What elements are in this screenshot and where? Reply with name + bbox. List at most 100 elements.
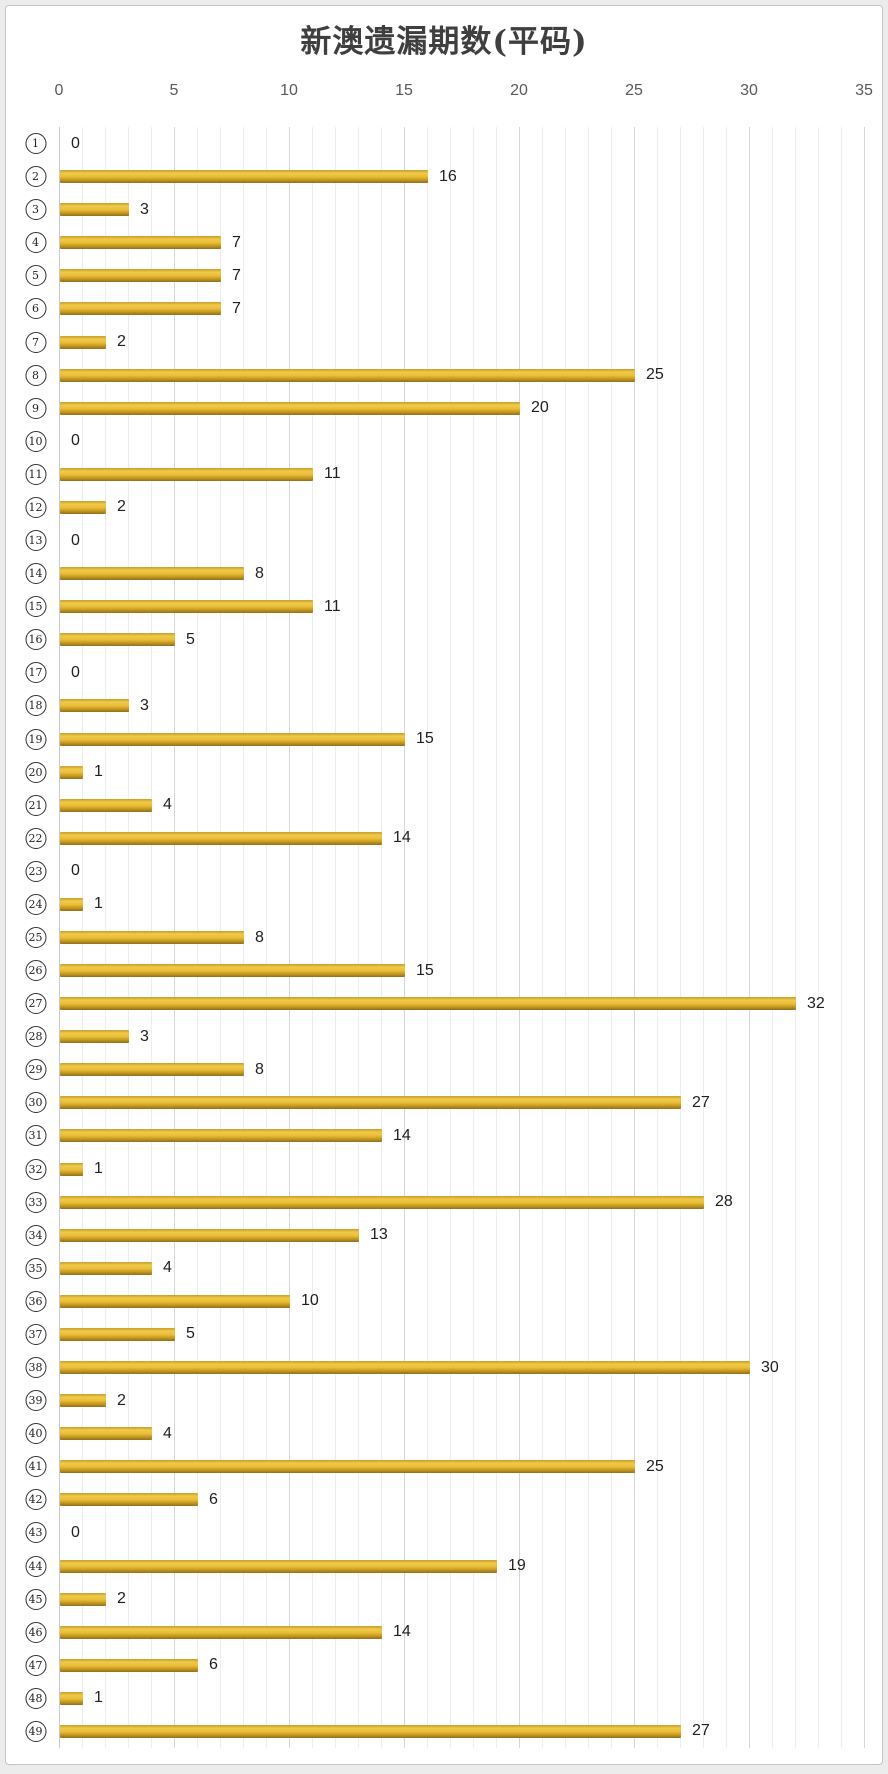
value-label: 14	[393, 1623, 411, 1641]
category-label: 20	[25, 761, 46, 783]
category-label: 23	[25, 860, 46, 882]
category-label: 41	[25, 1456, 46, 1478]
gridline	[335, 127, 336, 1748]
category-label: 4	[25, 232, 46, 254]
gridline	[519, 127, 520, 1748]
category-label: 1	[25, 133, 46, 155]
category-label: 12	[25, 496, 46, 518]
category-label: 5	[25, 265, 46, 287]
bar	[60, 236, 221, 250]
category-label: 3	[25, 199, 46, 221]
gridline	[818, 127, 819, 1748]
x-tick-label: 20	[510, 82, 528, 99]
bar	[60, 1658, 198, 1672]
category-label: 39	[25, 1390, 46, 1412]
gridline	[726, 127, 727, 1748]
gridline	[381, 127, 382, 1748]
bar	[60, 302, 221, 316]
value-label: 0	[71, 663, 80, 681]
category-label: 18	[25, 695, 46, 717]
category-label: 7	[25, 331, 46, 353]
value-label: 3	[140, 200, 149, 218]
gridline	[611, 127, 612, 1748]
category-label: 43	[25, 1522, 46, 1544]
gridline	[496, 127, 497, 1748]
bar	[60, 798, 152, 812]
category-label: 35	[25, 1257, 46, 1279]
bar	[60, 1294, 290, 1308]
bar	[60, 170, 428, 184]
value-label: 13	[370, 1226, 388, 1244]
value-label: 0	[71, 531, 80, 549]
x-axis: 0 5 10 15 20 25 30 35	[55, 82, 873, 104]
value-label: 16	[439, 167, 457, 185]
value-label: 4	[163, 1259, 172, 1277]
bar	[60, 997, 796, 1011]
value-label: 3	[140, 696, 149, 714]
value-label: 1	[94, 1689, 103, 1707]
gridline	[565, 127, 566, 1748]
category-label: 34	[25, 1224, 46, 1246]
bar	[60, 964, 405, 978]
value-label: 8	[255, 928, 264, 946]
bar	[60, 368, 635, 382]
gridline	[841, 127, 842, 1748]
category-label: 44	[25, 1555, 46, 1577]
gridline	[404, 127, 405, 1748]
category-label: 40	[25, 1423, 46, 1445]
bar	[60, 931, 244, 944]
bar	[60, 1625, 382, 1639]
bar	[60, 1228, 359, 1242]
category-label: 29	[25, 1059, 46, 1081]
bar	[60, 1361, 750, 1375]
value-label: 19	[508, 1557, 526, 1575]
category-label: 22	[25, 827, 46, 849]
category-label: 26	[25, 960, 46, 982]
category-label: 16	[25, 629, 46, 651]
bar	[60, 1691, 83, 1705]
gridline	[450, 127, 451, 1748]
category-label: 6	[25, 298, 46, 320]
value-label: 10	[301, 1292, 319, 1310]
x-tick-label: 10	[280, 82, 298, 99]
category-label: 17	[25, 662, 46, 684]
bar	[60, 633, 175, 647]
value-label: 2	[117, 1391, 126, 1409]
category-label: 21	[25, 794, 46, 816]
bar	[60, 1427, 152, 1441]
bar	[60, 467, 313, 481]
bar	[60, 732, 405, 746]
bar	[60, 1129, 382, 1143]
gridline	[588, 127, 589, 1748]
value-label: 25	[646, 1457, 664, 1475]
bar	[60, 500, 106, 514]
value-label: 32	[807, 994, 825, 1012]
bar	[60, 765, 83, 779]
x-tick-label: 0	[54, 82, 64, 99]
category-axis: 1 2 3 4 5 6 7 8 9 10 11 12 13 14 15 16 17 18 19 20 21 22 23 24 2…	[12, 127, 59, 1748]
value-label: 14	[393, 829, 411, 847]
value-label: 0	[71, 432, 80, 450]
bar	[60, 1063, 244, 1077]
value-label: 3	[140, 1027, 149, 1045]
category-label: 32	[25, 1158, 46, 1180]
gridline	[289, 127, 290, 1748]
x-tick-label: 30	[740, 82, 758, 99]
category-label: 48	[25, 1687, 46, 1709]
category-label: 47	[25, 1654, 46, 1676]
x-tick-label: 35	[855, 82, 873, 99]
value-label: 27	[692, 1722, 710, 1740]
value-label: 6	[209, 1490, 218, 1508]
value-label: 28	[715, 1193, 733, 1211]
value-label: 0	[71, 862, 80, 880]
bar	[60, 1592, 106, 1606]
category-label: 45	[25, 1588, 46, 1610]
bar	[60, 699, 129, 713]
category-label: 8	[25, 364, 46, 386]
gridline	[657, 127, 658, 1748]
gridline	[680, 127, 681, 1748]
category-label: 28	[25, 1026, 46, 1048]
value-label: 8	[255, 564, 264, 582]
value-label: 5	[186, 630, 195, 648]
bar	[60, 401, 520, 415]
